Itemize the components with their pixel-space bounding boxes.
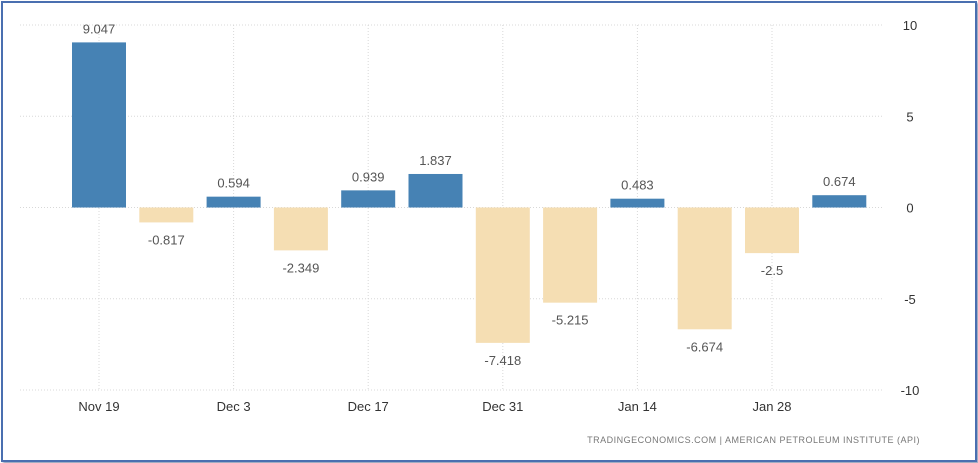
data-label: -7.418 xyxy=(484,353,521,368)
bar xyxy=(812,195,867,208)
x-tick-label: Dec 31 xyxy=(482,399,523,414)
bar xyxy=(610,198,665,208)
bar xyxy=(677,207,732,330)
y-tick-label: 5 xyxy=(906,109,913,124)
bar xyxy=(72,42,126,208)
x-tick-label: Nov 19 xyxy=(78,399,119,414)
y-tick-label: 10 xyxy=(903,18,917,33)
y-tick-label: 0 xyxy=(906,201,913,216)
data-label: 0.594 xyxy=(217,176,250,191)
source-credit: TRADINGECONOMICS.COM | AMERICAN PETROLEU… xyxy=(587,435,920,445)
bar xyxy=(745,207,799,254)
data-label: -5.215 xyxy=(552,313,589,328)
bar xyxy=(206,196,261,208)
data-label: -0.817 xyxy=(148,232,185,247)
bar xyxy=(475,207,530,343)
data-label: 9.047 xyxy=(83,21,116,36)
data-label: 0.939 xyxy=(352,169,385,184)
bar xyxy=(543,207,598,303)
data-label: -2.5 xyxy=(761,263,783,278)
x-tick-label: Jan 14 xyxy=(618,399,657,414)
data-label: 0.483 xyxy=(621,178,654,193)
x-tick-label: Jan 28 xyxy=(752,399,791,414)
bar xyxy=(273,207,328,251)
data-label: -2.349 xyxy=(282,260,319,275)
y-tick-label: -5 xyxy=(904,292,916,307)
bar xyxy=(408,173,463,208)
y-tick-label: -10 xyxy=(901,383,920,398)
data-label: 0.674 xyxy=(823,174,856,189)
data-label: 1.837 xyxy=(419,153,452,168)
bar xyxy=(341,190,396,208)
data-label: -6.674 xyxy=(686,339,723,354)
x-tick-label: Dec 17 xyxy=(348,399,389,414)
x-tick-label: Dec 3 xyxy=(217,399,251,414)
bar xyxy=(139,207,194,223)
